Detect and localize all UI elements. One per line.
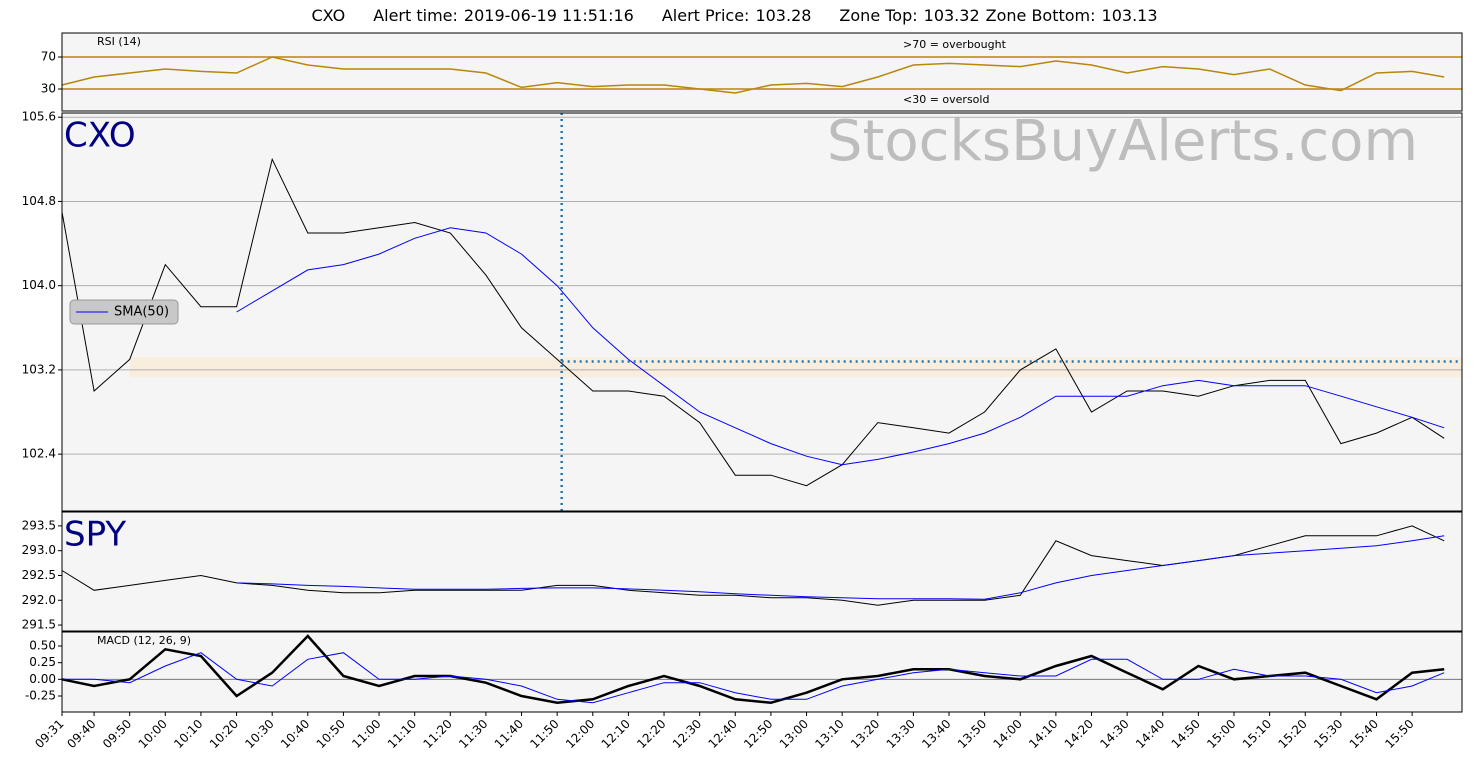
x-tick-label: 09:50 — [100, 717, 134, 751]
alert-time-label: Alert time: — [373, 6, 458, 25]
x-tick-label: 13:50 — [955, 717, 989, 751]
y-tick-label: 293.0 — [22, 543, 56, 557]
zone-bottom: 103.13 — [1101, 6, 1158, 25]
chart-title: CXO Alert time: 2019-06-19 11:51:16 Alert P… — [0, 6, 1475, 25]
symbol-label: CXO — [64, 116, 136, 156]
x-tick-label: 12:00 — [563, 717, 597, 751]
x-tick-label: 13:20 — [848, 717, 882, 751]
x-tick-label: 14:30 — [1097, 717, 1131, 751]
x-tick-label: 12:20 — [634, 717, 668, 751]
sma-line — [236, 227, 1445, 466]
macd-line — [62, 652, 1445, 704]
x-tick-label: 10:20 — [207, 717, 241, 751]
y-tick-label: 293.5 — [22, 518, 56, 532]
x-tick-label: 12:40 — [706, 717, 740, 751]
x-tick-label: 14:20 — [1062, 717, 1096, 751]
y-tick-label: 102.4 — [22, 447, 56, 461]
x-tick-label: 14:40 — [1133, 717, 1167, 751]
legend-label: SMA(50) — [114, 305, 169, 320]
y-tick-label: 0.00 — [29, 672, 56, 686]
panel-frame — [61, 631, 1463, 713]
zone-top-label: Zone Top: — [839, 6, 918, 25]
y-tick-label: 105.6 — [22, 110, 56, 124]
y-tick-label: 0.50 — [29, 639, 56, 653]
legend-box — [69, 299, 179, 325]
y-tick-label: -0.25 — [25, 689, 56, 703]
x-tick-label: 14:10 — [1026, 717, 1060, 751]
macd-line — [61, 634, 1445, 704]
x-tick-label: 10:30 — [242, 717, 276, 751]
symbol: CXO — [311, 6, 346, 25]
panel-background — [62, 33, 1462, 111]
panel-title: RSI (14) — [97, 35, 141, 48]
x-tick-label: 15:30 — [1311, 717, 1345, 751]
x-tick-label: 15:40 — [1347, 717, 1381, 751]
x-tick-label: 14:50 — [1169, 717, 1203, 751]
price-line — [61, 56, 1445, 94]
x-tick-label: 12:30 — [670, 717, 704, 751]
y-tick-label: 30 — [41, 82, 56, 96]
x-tick-label: 13:30 — [884, 717, 918, 751]
zone-top: 103.32 — [923, 6, 980, 25]
x-tick-label: 14:00 — [991, 717, 1025, 751]
y-tick-label: 292.0 — [22, 593, 56, 607]
x-tick-label: 12:50 — [741, 717, 775, 751]
y-tick-label: 70 — [41, 50, 56, 64]
panel-background — [62, 512, 1462, 631]
y-tick-label: 103.2 — [22, 362, 56, 376]
panel-background — [62, 632, 1462, 712]
x-tick-label: 11:50 — [527, 717, 561, 751]
alert-time: 2019-06-19 11:51:16 — [463, 6, 634, 25]
x-tick-label: 15:20 — [1275, 717, 1309, 751]
watermark: StocksBuyAlerts.com — [827, 109, 1418, 174]
y-tick-label: 104.8 — [22, 194, 56, 208]
x-tick-label: 10:40 — [278, 717, 312, 751]
panel-background — [62, 113, 1462, 511]
x-tick-label: 10:10 — [171, 717, 205, 751]
panel-title: MACD (12, 26, 9) — [97, 634, 191, 647]
price-line — [61, 157, 1445, 487]
x-tick-label: 15:50 — [1382, 717, 1416, 751]
panel-frame — [61, 511, 1463, 632]
x-tick-label: 11:40 — [492, 717, 526, 751]
annotation: >70 = overbought — [903, 38, 1007, 51]
zone-bottom-label: Zone Bottom: — [985, 6, 1096, 25]
alert-price-label: Alert Price: — [661, 6, 750, 25]
panel-frame — [61, 32, 1463, 112]
x-tick-label: 11:10 — [385, 717, 419, 751]
x-tick-label: 15:00 — [1204, 717, 1238, 751]
symbol-label: SPY — [64, 515, 126, 555]
y-tick-label: 104.0 — [22, 278, 56, 292]
x-tick-label: 09:40 — [64, 717, 98, 751]
x-tick-label: 11:30 — [456, 717, 490, 751]
x-tick-label: 10:00 — [136, 717, 170, 751]
alert-zone — [130, 357, 1462, 378]
x-tick-label: 13:10 — [812, 717, 846, 751]
x-tick-label: 10:50 — [314, 717, 348, 751]
alert-price: 103.28 — [755, 6, 812, 25]
x-tick-label: 15:10 — [1240, 717, 1274, 751]
sma-line — [236, 535, 1445, 600]
x-tick-label: 12:10 — [599, 717, 633, 751]
y-tick-label: 0.25 — [29, 655, 56, 669]
x-tick-label: 13:00 — [777, 717, 811, 751]
y-tick-label: 291.5 — [22, 618, 56, 632]
x-tick-label: 09:31 — [32, 717, 66, 751]
annotation: <30 = oversold — [903, 93, 989, 106]
x-tick-label: 11:20 — [421, 717, 455, 751]
x-tick-label: 11:00 — [349, 717, 383, 751]
x-tick-label: 13:40 — [919, 717, 953, 751]
panel-frame — [61, 112, 1463, 512]
y-tick-label: 292.5 — [22, 568, 56, 582]
